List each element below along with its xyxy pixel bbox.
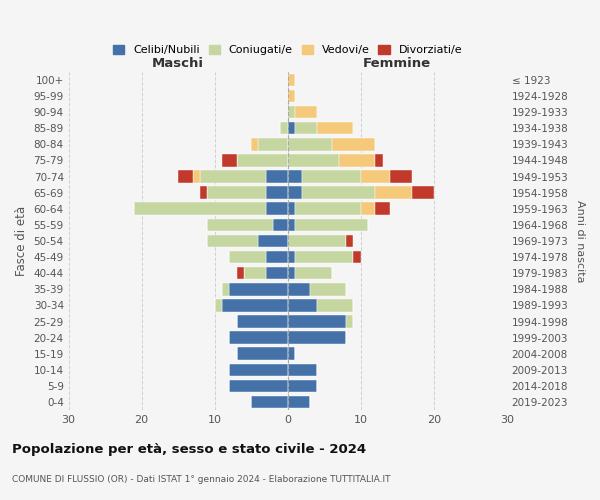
Bar (287, 106, 295, 118)
Bar (376, 186, 412, 199)
Bar (287, 332, 346, 344)
Bar (200, 186, 208, 199)
Bar (412, 186, 434, 199)
Bar (287, 186, 302, 199)
Bar (390, 170, 412, 183)
Bar (208, 186, 266, 199)
Bar (287, 251, 295, 264)
Bar (353, 251, 361, 264)
Bar (178, 170, 193, 183)
Bar (236, 348, 287, 360)
Bar (339, 154, 376, 166)
Bar (215, 299, 222, 312)
Bar (346, 315, 353, 328)
Bar (287, 299, 317, 312)
Bar (287, 170, 302, 183)
Bar (287, 218, 295, 231)
Bar (236, 154, 287, 166)
Bar (222, 154, 236, 166)
Bar (287, 396, 310, 408)
Bar (361, 202, 376, 215)
Bar (222, 283, 229, 296)
Bar (287, 202, 295, 215)
Text: Femmine: Femmine (363, 57, 431, 70)
Bar (229, 332, 287, 344)
Text: Popolazione per età, sesso e stato civile - 2024: Popolazione per età, sesso e stato civil… (12, 442, 366, 456)
Bar (134, 202, 266, 215)
Bar (200, 170, 266, 183)
Bar (302, 186, 376, 199)
Bar (317, 299, 353, 312)
Bar (287, 315, 346, 328)
Bar (295, 251, 353, 264)
Bar (376, 202, 390, 215)
Bar (259, 138, 287, 150)
Bar (229, 283, 287, 296)
Bar (244, 267, 266, 280)
Bar (295, 267, 331, 280)
Bar (229, 380, 287, 392)
Bar (229, 364, 287, 376)
Bar (287, 364, 317, 376)
Bar (273, 218, 287, 231)
Bar (280, 122, 287, 134)
Bar (208, 218, 273, 231)
Bar (287, 283, 310, 296)
Bar (295, 106, 317, 118)
Bar (222, 299, 287, 312)
Text: Maschi: Maschi (152, 57, 204, 70)
Bar (251, 138, 259, 150)
Bar (317, 122, 353, 134)
Bar (236, 315, 287, 328)
Text: COMUNE DI FLUSSIO (OR) - Dati ISTAT 1° gennaio 2024 - Elaborazione TUTTITALIA.IT: COMUNE DI FLUSSIO (OR) - Dati ISTAT 1° g… (12, 476, 391, 484)
Bar (287, 122, 295, 134)
Bar (287, 348, 295, 360)
Bar (287, 267, 295, 280)
Bar (331, 138, 376, 150)
Bar (295, 202, 361, 215)
Bar (302, 170, 361, 183)
Bar (295, 218, 368, 231)
Bar (266, 251, 287, 264)
Bar (229, 251, 266, 264)
Bar (193, 170, 200, 183)
Bar (287, 234, 346, 248)
Bar (251, 396, 287, 408)
Bar (287, 74, 295, 86)
Bar (310, 283, 346, 296)
Y-axis label: Anni di nascita: Anni di nascita (575, 200, 585, 282)
Bar (236, 267, 244, 280)
Bar (287, 90, 295, 102)
Bar (346, 234, 353, 248)
Bar (295, 122, 317, 134)
Bar (287, 138, 331, 150)
Bar (266, 267, 287, 280)
Bar (376, 154, 383, 166)
Bar (287, 154, 339, 166)
Bar (266, 170, 287, 183)
Legend: Celibi/Nubili, Coniugati/e, Vedovi/e, Divorziati/e: Celibi/Nubili, Coniugati/e, Vedovi/e, Di… (109, 40, 467, 60)
Bar (287, 380, 317, 392)
Bar (361, 170, 390, 183)
Bar (266, 186, 287, 199)
Y-axis label: Fasce di età: Fasce di età (15, 206, 28, 276)
Bar (259, 234, 287, 248)
Bar (266, 202, 287, 215)
Bar (208, 234, 259, 248)
